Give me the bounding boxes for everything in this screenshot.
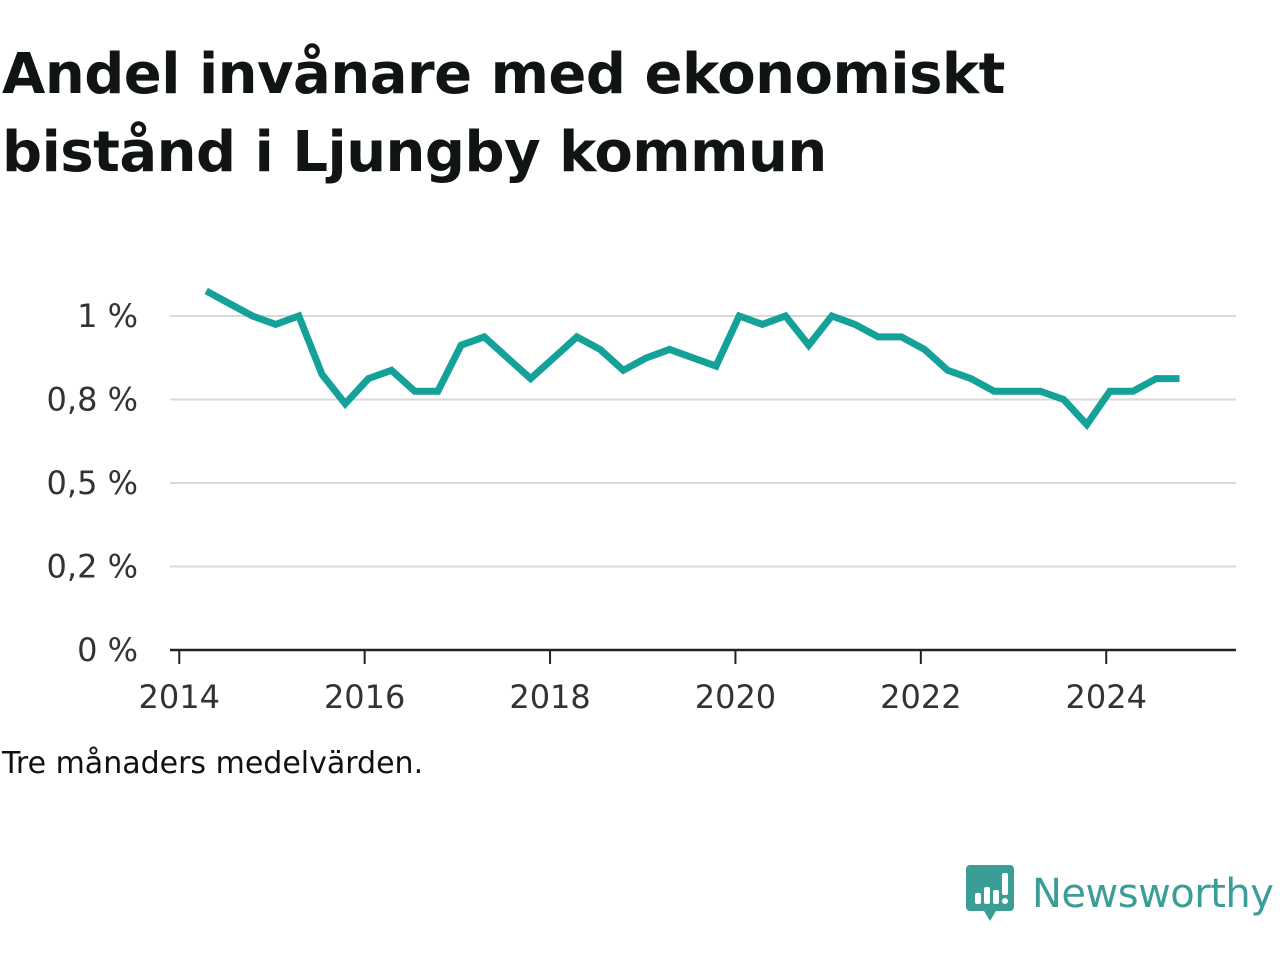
x-tick-label: 2020 <box>695 678 776 716</box>
x-tick-label: 2016 <box>324 678 405 716</box>
chart-title: Andel invånare med ekonomiskt bistånd i … <box>2 42 1005 185</box>
x-tick-label: 2014 <box>139 678 220 716</box>
x-tick-label: 2024 <box>1066 678 1147 716</box>
x-tick-label: 2018 <box>509 678 590 716</box>
y-tick-label: 1 % <box>77 297 138 335</box>
series-line <box>204 287 1180 431</box>
y-tick-label: 0,2 % <box>47 548 138 586</box>
data-series <box>204 287 1180 431</box>
brand-name: Newsworthy <box>1032 871 1274 917</box>
brand-logo[interactable]: Newsworthy <box>964 862 1274 926</box>
x-axis: 2014 2016 2018 2020 2022 2024 <box>139 648 1236 716</box>
y-tick-label: 0,5 % <box>47 464 138 502</box>
gridlines <box>170 315 1236 568</box>
y-tick-label: 0 % <box>77 631 138 669</box>
y-tick-label: 0,8 % <box>47 381 138 419</box>
y-axis-tick-labels: 0 % 0,2 % 0,5 % 0,8 % 1 % <box>47 297 138 669</box>
chart-footnote: Tre månaders medelvärden. <box>2 746 424 781</box>
bar-chart-speech-bubble-icon <box>966 865 1014 921</box>
x-tick-label: 2022 <box>880 678 961 716</box>
